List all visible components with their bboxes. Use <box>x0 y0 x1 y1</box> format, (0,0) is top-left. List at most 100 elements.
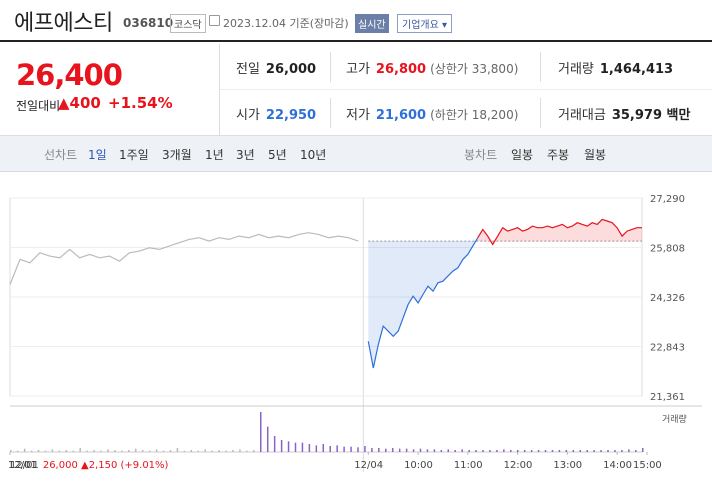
amount-value: 35,979 백만 <box>611 108 691 123</box>
volume-bar <box>211 450 213 452</box>
change-label: 전일대비 <box>16 99 61 113</box>
prev-close-value: 26,000 <box>265 62 317 77</box>
volume-bar <box>93 450 95 452</box>
tab-1y[interactable]: 1년 <box>205 148 224 162</box>
tab-3m[interactable]: 3개월 <box>162 148 192 162</box>
volume-bar <box>537 450 540 452</box>
volume-bar <box>135 448 137 452</box>
tab-1d[interactable]: 1일 <box>88 148 107 162</box>
volume-bar <box>405 448 408 452</box>
quote-row-1: 전일 26,000 고가 26,800 (상한가 33,800) 거래량 1,464,4… <box>220 44 712 90</box>
volume-bar <box>503 449 505 452</box>
company-overview-dropdown[interactable]: 기업개요 ▾ <box>397 14 453 33</box>
volume-bar <box>294 442 297 452</box>
tab-daily[interactable]: 일봉 <box>511 148 534 162</box>
volume-bar <box>391 448 394 452</box>
volume-bar <box>579 450 581 452</box>
volume-bar <box>315 445 318 452</box>
volume-bar <box>308 444 311 452</box>
volume-label: 거래량 <box>662 413 687 425</box>
amount-label: 거래대금 <box>558 108 606 123</box>
volume-bar <box>204 449 206 452</box>
open-cell: 시가 22,950 <box>236 104 316 123</box>
volume-cell: 거래량 1,464,413 <box>558 58 673 77</box>
y-tick-label: 25,808 <box>650 243 685 254</box>
volume-bar <box>593 450 595 452</box>
above-reference-fill <box>477 219 642 245</box>
volume-bar <box>65 450 68 452</box>
current-price-box: 26,400 전일대비 ▲400 +1.54% <box>0 44 220 136</box>
volume-bar <box>301 442 304 452</box>
volume-bar <box>141 450 144 452</box>
divider <box>540 98 541 128</box>
volume-bar <box>350 446 352 452</box>
y-tick-label: 22,843 <box>650 343 685 354</box>
volume-bar <box>475 450 477 452</box>
volume-bar <box>16 450 19 452</box>
volume-bar <box>72 450 75 452</box>
volume-bar <box>551 450 554 452</box>
quote-panel: 26,400 전일대비 ▲400 +1.54% 전일 26,000 고가 26,80… <box>0 44 712 136</box>
calendar-icon <box>209 15 220 26</box>
y-tick-label: 24,326 <box>650 293 685 304</box>
volume-bar <box>482 450 484 452</box>
change-value: ▲400 <box>58 94 101 112</box>
change-percent: +1.54% <box>108 94 173 112</box>
footer-detail: 26,000 ▲2,150 (+9.01%) <box>42 460 169 471</box>
tab-3y[interactable]: 3년 <box>236 148 255 162</box>
volume-bar <box>114 450 116 452</box>
divider <box>330 98 331 128</box>
realtime-button[interactable]: 실시간 <box>355 14 389 33</box>
volume-bar <box>516 450 519 452</box>
high-label: 고가 <box>346 62 370 77</box>
volume-bar <box>600 450 602 452</box>
tab-monthly[interactable]: 월봉 <box>584 148 607 162</box>
volume-bar <box>523 450 526 452</box>
volume-bar <box>454 450 456 452</box>
volume-bar <box>329 446 331 452</box>
x-tick-label: 14:00 <box>603 460 632 471</box>
volume-bar <box>419 448 422 452</box>
volume-bar <box>176 448 179 452</box>
volume-bar <box>51 449 54 452</box>
quote-row-2: 시가 22,950 저가 21,600 (하한가 18,200) 거래대금 35,979… <box>220 90 712 136</box>
volume-bar <box>364 446 366 452</box>
previous-day-line <box>9 232 359 285</box>
volume-bar <box>412 449 415 452</box>
volume-bar <box>197 450 200 452</box>
volume-bar <box>343 446 345 452</box>
volume-bar <box>530 450 533 452</box>
volume-bar <box>440 450 443 452</box>
prev-close-label: 전일 <box>236 62 260 77</box>
volume-bar <box>322 444 325 452</box>
volume-bar <box>10 450 12 452</box>
y-tick-label: 27,290 <box>650 194 685 205</box>
volume-bar <box>336 445 338 452</box>
market-badge: 코스닥 <box>170 14 206 33</box>
volume-bar <box>572 450 575 452</box>
tab-weekly[interactable]: 주봉 <box>547 148 570 162</box>
x-tick-label: 12:00 <box>504 460 533 471</box>
tab-10y[interactable]: 10년 <box>300 148 327 162</box>
volume-bar <box>44 450 47 452</box>
volume-bar <box>86 450 88 452</box>
volume-bar <box>642 448 644 452</box>
volume-bar <box>155 449 158 452</box>
amount-cell: 거래대금 35,979 백만 <box>558 104 690 123</box>
volume-bar <box>225 450 227 452</box>
price-chart[interactable]: 27,290 25,808 24,326 22,843 21,361 거래량 12/01 12… <box>0 172 712 487</box>
footer-date: 12/01 <box>8 460 37 471</box>
tab-1w[interactable]: 1주일 <box>119 148 149 162</box>
x-tick-label: 13:00 <box>553 460 582 471</box>
open-value: 22,950 <box>265 108 317 123</box>
volume-bar <box>162 450 165 452</box>
low-value: 21,600 <box>375 108 427 123</box>
divider <box>330 52 331 82</box>
y-tick-label: 21,361 <box>650 392 685 403</box>
current-price: 26,400 <box>16 58 123 92</box>
volume-bar <box>128 450 130 452</box>
volume-bar <box>253 450 255 452</box>
volume-value: 1,464,413 <box>599 62 674 77</box>
tab-5y[interactable]: 5년 <box>268 148 287 162</box>
volume-bar <box>148 450 151 452</box>
